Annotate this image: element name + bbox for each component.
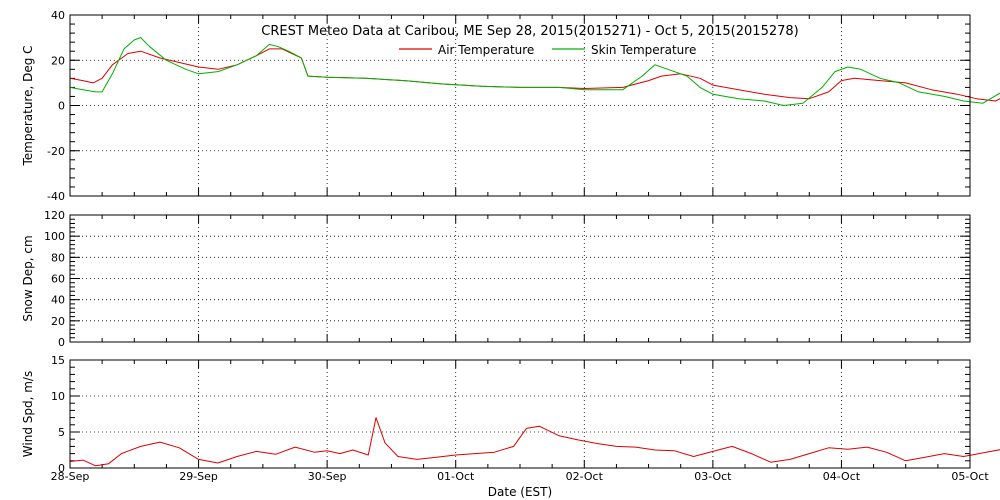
y-tick-label: 20 bbox=[51, 315, 65, 328]
temperature-panel: 40 20 0 -20 -40 Temperature, Deg C bbox=[21, 9, 1000, 203]
x-tick-label: 04-Oct bbox=[823, 470, 861, 483]
legend-skin-temperature-label: Skin Temperature bbox=[591, 43, 696, 57]
y-tick-label: 40 bbox=[51, 294, 65, 307]
y-tick-label: 80 bbox=[51, 251, 65, 264]
y-tick-label: 120 bbox=[44, 209, 65, 222]
x-tick-label: 03-Oct bbox=[694, 470, 732, 483]
y-tick-label: -40 bbox=[47, 190, 65, 203]
x-tick-label: 01-Oct bbox=[437, 470, 475, 483]
y-tick-label: 60 bbox=[51, 273, 65, 286]
wind-speed-panel: 15 10 5 0 Wind Spd, m/s bbox=[21, 354, 1000, 475]
y-tick-label: 0 bbox=[58, 100, 65, 113]
x-tick-label: 05-Oct bbox=[951, 470, 989, 483]
y-tick-label: 10 bbox=[51, 390, 65, 403]
y-tick-label: -20 bbox=[47, 145, 65, 158]
snow-depth-panel: 120 100 80 60 40 20 0 Snow Dep, cm bbox=[21, 209, 971, 349]
date-axis: 28-Sep 29-Sep 30-Sep 01-Oct 02-Oct 03-Oct 04-O… bbox=[51, 470, 990, 483]
y-tick-label: 15 bbox=[51, 354, 65, 367]
air-temperature-line bbox=[69, 48, 1000, 102]
y-tick-label: 20 bbox=[51, 54, 65, 67]
legend-air-temperature-label: Air Temperature bbox=[438, 43, 534, 57]
plot-frame bbox=[69, 359, 971, 469]
y-tick-label: 40 bbox=[51, 9, 65, 22]
plot-frame bbox=[69, 14, 971, 197]
x-tick-label: 30-Sep bbox=[308, 470, 347, 483]
y-tick-label: 100 bbox=[44, 230, 65, 243]
y-tick-label: 5 bbox=[58, 426, 65, 439]
y-axis-label: Temperature, Deg C bbox=[21, 45, 35, 166]
x-tick-label: 29-Sep bbox=[179, 470, 218, 483]
y-axis-label: Wind Spd, m/s bbox=[21, 371, 35, 457]
x-tick-label: 28-Sep bbox=[51, 470, 90, 483]
y-tick-label: 0 bbox=[58, 336, 65, 349]
y-tick-label: 0 bbox=[58, 462, 65, 475]
y-axis-label: Snow Dep, cm bbox=[21, 235, 35, 321]
skin-temperature-line bbox=[69, 37, 1000, 106]
x-tick-label: 02-Oct bbox=[566, 470, 604, 483]
wind-speed-line bbox=[69, 417, 1000, 467]
plot-frame bbox=[69, 214, 971, 343]
chart-title: CREST Meteo Data at Caribou, ME Sep 28, … bbox=[261, 24, 798, 39]
x-axis-label: Date (EST) bbox=[488, 485, 552, 499]
